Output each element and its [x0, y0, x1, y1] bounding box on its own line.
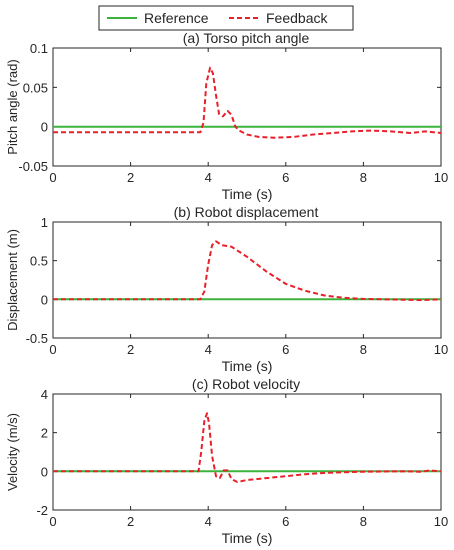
x-tick-label-6: 6: [282, 514, 289, 529]
y-axis-label: Pitch angle (rad): [5, 59, 20, 154]
x-tick-label-8: 8: [360, 170, 367, 185]
y-tick-label-0: 0: [41, 292, 48, 307]
x-axis-label: Time (s): [222, 530, 273, 546]
x-tick-label-10: 10: [434, 342, 448, 357]
y-tick-label-0: 0: [41, 464, 48, 479]
series-line-feedback: [53, 240, 442, 302]
x-tick-label-10: 10: [434, 514, 448, 529]
y-axis-label: Velocity (m/s): [5, 413, 20, 491]
x-axis-label: Time (s): [222, 186, 273, 202]
y-tick-label-0: 0: [41, 120, 48, 135]
panel-2: 0 2 4 6 8 10-0.500.51(b) Robot displacementTi…: [5, 204, 448, 374]
x-tick-label-0: 0: [49, 514, 56, 529]
legend-box: [98, 5, 354, 31]
legend: Reference Feedback: [98, 5, 354, 31]
x-tick-label-4: 4: [205, 342, 212, 357]
x-tick-label-8: 8: [360, 342, 367, 357]
y-tick-label-m0p05: -0.05: [18, 159, 48, 174]
panel-title: (b) Robot displacement: [174, 204, 319, 220]
y-tick-label-m0p5: -0.5: [26, 331, 48, 346]
y-axis-label: Displacement (m): [5, 229, 20, 331]
y-tick-label-0p1: 0.1: [30, 41, 48, 56]
x-tick-label-4: 4: [205, 514, 212, 529]
y-tick-label-0p5: 0.5: [30, 254, 48, 269]
y-tick-label-m2: -2: [36, 503, 48, 518]
x-axis-label: Time (s): [222, 358, 273, 374]
legend-label-feedback: Feedback: [266, 10, 328, 26]
x-tick-label-8: 8: [360, 514, 367, 529]
series-line-feedback: [53, 412, 442, 483]
plot-area: [52, 221, 442, 339]
x-tick-label-2: 2: [127, 514, 134, 529]
x-tick-label-4: 4: [205, 170, 212, 185]
x-tick-label-0: 0: [49, 342, 56, 357]
y-tick-label-1: 1: [41, 215, 48, 230]
series-line-feedback: [53, 66, 442, 139]
plot-area: [52, 47, 442, 167]
x-tick-label-6: 6: [282, 342, 289, 357]
y-tick-label-4: 4: [41, 387, 48, 402]
legend-label-reference: Reference: [144, 10, 209, 26]
y-tick-label-0p05: 0.05: [23, 80, 48, 95]
panel-title: (c) Robot velocity: [192, 376, 300, 392]
x-tick-label-6: 6: [282, 170, 289, 185]
x-tick-label-0: 0: [49, 170, 56, 185]
x-tick-label-10: 10: [434, 170, 448, 185]
x-tick-label-2: 2: [127, 170, 134, 185]
panel-title: (a) Torso pitch angle: [183, 30, 310, 46]
x-tick-label-2: 2: [127, 342, 134, 357]
plot-area: [52, 393, 442, 511]
y-tick-label-2: 2: [41, 426, 48, 441]
